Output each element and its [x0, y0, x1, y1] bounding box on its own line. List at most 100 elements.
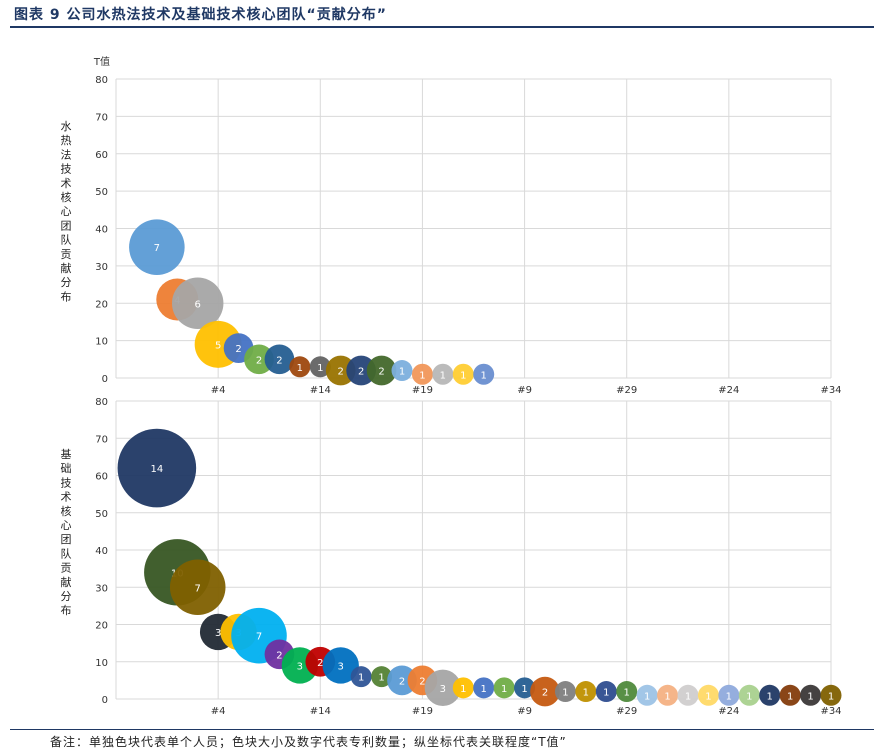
y-tick-label: 40	[95, 225, 108, 236]
bubble	[718, 684, 740, 706]
bubble-label: 7	[154, 243, 160, 254]
bubble	[391, 360, 413, 382]
bubble-label: 2	[276, 650, 282, 661]
y-tick-label: 0	[102, 695, 108, 706]
bubble-label: 1	[583, 688, 589, 699]
bubble-label: 2	[542, 688, 548, 699]
y-axis-label: 基础技术核心团队贡献分布	[61, 448, 72, 617]
bubble	[411, 363, 433, 385]
bubble-label: 2	[378, 367, 384, 378]
y-tick-label: 30	[95, 262, 108, 273]
bubble-label: 2	[276, 355, 282, 366]
y-tick-label: 20	[95, 299, 108, 310]
bubble-label: 7	[195, 583, 201, 594]
bubble	[738, 684, 760, 706]
bubble-label: 1	[460, 370, 466, 381]
x-tick-label: #19	[412, 706, 433, 717]
bubble	[169, 559, 226, 616]
bubble	[530, 676, 560, 707]
bubble-label: 1	[685, 691, 691, 702]
bubble-label: 1	[624, 688, 630, 699]
bubble	[820, 684, 842, 706]
x-tick-label: #4	[211, 385, 226, 396]
x-tick-label: #19	[412, 385, 433, 396]
bubble	[346, 355, 376, 386]
bubble-label: 3	[297, 661, 303, 672]
bubble-label: 1	[644, 691, 650, 702]
x-tick-label: #24	[718, 706, 739, 717]
x-tick-label: #14	[310, 706, 331, 717]
bubble	[554, 681, 576, 703]
x-tick-label: #9	[517, 385, 532, 396]
bubble-label: 2	[358, 367, 364, 378]
y-tick-label: 50	[95, 509, 108, 520]
bubble	[697, 684, 719, 706]
bubble-label: 1	[378, 673, 384, 684]
title-rule	[10, 26, 874, 28]
bubble	[322, 647, 359, 684]
bubble-label: 2	[419, 676, 425, 687]
bubble	[244, 344, 274, 375]
bubble-label: 1	[787, 691, 793, 702]
bubble-label: 3	[338, 661, 344, 672]
y-tick-label: 10	[95, 658, 108, 669]
bubble-label: 1	[481, 370, 487, 381]
bubble	[452, 677, 474, 699]
panel-hydrothermal-team: 0 10 20 30 40 50 60 70 80 #4 #14 #19 #9 #29 #24 #34 T值水热…	[61, 55, 842, 396]
bubble-label: 1	[767, 691, 773, 702]
footer-rule	[10, 729, 874, 730]
bubble	[264, 344, 295, 375]
y-tick-label: 80	[95, 75, 108, 86]
bubble-label: 6	[195, 299, 201, 310]
bubble	[473, 363, 495, 385]
x-tick-label: #24	[718, 385, 739, 396]
bubble-label: 5	[215, 340, 221, 351]
bubble-label: 1	[501, 684, 507, 695]
bubble	[309, 356, 331, 378]
bubble	[387, 665, 417, 696]
y-tick-label: 70	[95, 112, 108, 123]
bubble	[575, 681, 597, 703]
bubble	[366, 355, 397, 386]
bubble-label: 1	[317, 363, 323, 374]
footnote: 备注：单独色块代表单个人员；色块大小及数字代表专利数量；纵坐标代表关联程度“T值…	[50, 735, 567, 749]
bubble	[129, 219, 185, 275]
bubble-label: 1	[481, 684, 487, 695]
bubble	[171, 277, 224, 329]
bubble	[432, 363, 454, 385]
y-axis-label: 水热法技术核心团队贡献分布	[61, 120, 72, 303]
bubble-label: 1	[562, 688, 568, 699]
y-tick-label: 0	[102, 374, 108, 385]
y-tick-label: 30	[95, 583, 108, 594]
bubble-label: 7	[256, 632, 262, 643]
bubble	[616, 681, 638, 703]
bubble	[636, 684, 658, 706]
x-tick-label: #4	[211, 706, 226, 717]
bubble-label: 1	[828, 691, 834, 702]
bubble-label: 14	[150, 464, 163, 475]
bubble	[493, 677, 515, 699]
bubble-label: 1	[726, 691, 732, 702]
bubble	[424, 669, 462, 707]
bubble-label: 2	[317, 658, 323, 669]
panel-basic-tech-team: 0 10 20 30 40 50 60 70 80 #4 #14 #19 #9 #29 #24 #34 基础技术…	[61, 397, 842, 717]
bubble-label: 2	[338, 367, 344, 378]
bubble	[514, 677, 536, 699]
bubble	[371, 666, 393, 688]
bubble	[452, 363, 474, 385]
y-tick-label: 20	[95, 621, 108, 632]
y-tick-label: 60	[95, 150, 108, 161]
y-tick-label: 60	[95, 472, 108, 483]
y-tick-label: 10	[95, 337, 108, 348]
bubble	[800, 684, 822, 706]
bubble-label: 3	[440, 684, 446, 695]
bubble	[473, 677, 495, 699]
bubble	[677, 684, 699, 706]
bubble	[779, 684, 801, 706]
bubble-label: 2	[235, 344, 241, 355]
y-tick-label: 80	[95, 397, 108, 408]
bubble-label: 1	[705, 691, 711, 702]
bubble-label: 2	[399, 676, 405, 687]
bubble-label: 2	[256, 355, 262, 366]
